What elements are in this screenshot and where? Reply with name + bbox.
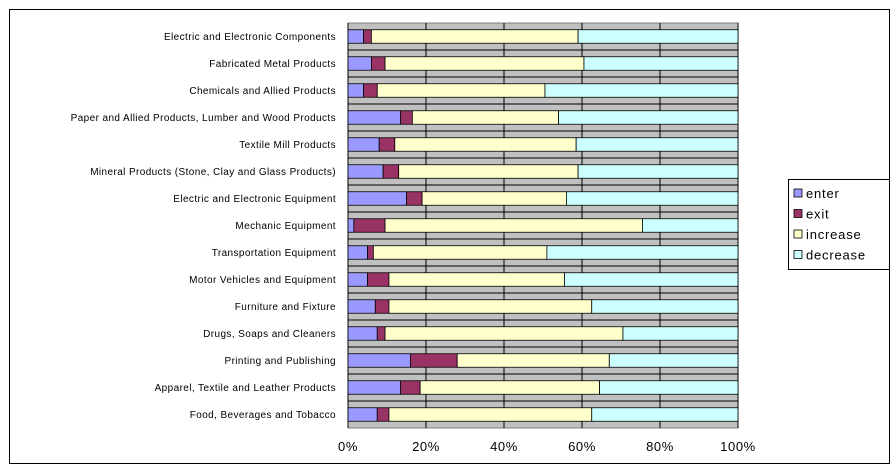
legend-swatch-increase	[793, 229, 803, 239]
x-tick-label: 40%	[490, 439, 518, 454]
bar-increase-apparel-textile-and-leather-products	[419, 380, 600, 395]
bar-enter-chemicals-and-allied-products	[347, 83, 365, 98]
bar-exit-mineral-products-stone-clay-and-glass-products	[382, 164, 400, 179]
bar-decrease-chemicals-and-allied-products	[544, 83, 739, 98]
bar-enter-electric-and-electronic-equipment	[347, 191, 407, 206]
bar-decrease-mineral-products-stone-clay-and-glass-products	[577, 164, 739, 179]
bar-decrease-furniture-and-fixture	[591, 299, 739, 314]
bar-enter-electric-and-electronic-components	[347, 29, 365, 44]
x-tick-labels: 0% 20% 40% 60% 80% 100%	[338, 439, 756, 454]
category-label: Printing and Publishing	[225, 356, 337, 367]
bar-enter-paper-and-allied-products-lumber-and-wood-products	[347, 110, 402, 125]
bar-increase-food-beverages-and-tobacco	[388, 407, 593, 422]
bar-increase-motor-vehicles-and-equipment	[388, 272, 565, 287]
bar-decrease-transportation-equipment	[546, 245, 739, 260]
bar-enter-printing-and-publishing	[347, 353, 411, 368]
bar-exit-electric-and-electronic-components	[363, 29, 372, 44]
bar-increase-printing-and-publishing	[456, 353, 610, 368]
bar-increase-electric-and-electronic-components	[370, 29, 579, 44]
bar-increase-chemicals-and-allied-products	[376, 83, 546, 98]
bar-exit-textile-mill-products	[378, 137, 396, 152]
x-tick-label: 20%	[412, 439, 440, 454]
bar-exit-furniture-and-fixture	[374, 299, 390, 314]
bar-exit-food-beverages-and-tobacco	[376, 407, 390, 422]
bar-increase-mechanic-equipment	[384, 218, 643, 233]
category-label: Chemicals and Allied Products	[189, 86, 336, 97]
bar-exit-mechanic-equipment	[353, 218, 386, 233]
x-tick-label: 60%	[568, 439, 596, 454]
category-labels: Electric and Electronic Components Fabric…	[71, 32, 336, 421]
category-label: Apparel, Textile and Leather Products	[155, 383, 336, 394]
category-label: Mechanic Equipment	[235, 221, 336, 232]
legend-label-increase: increase	[806, 227, 862, 242]
category-label: Transportation Equipment	[212, 248, 336, 259]
bar-enter-mechanic-equipment	[347, 218, 355, 233]
category-label: Electric and Electronic Equipment	[173, 194, 336, 205]
bar-enter-food-beverages-and-tobacco	[347, 407, 378, 422]
legend: enter exit increase decrease	[788, 179, 890, 270]
bar-increase-mineral-products-stone-clay-and-glass-products	[398, 164, 579, 179]
bar-exit-motor-vehicles-and-equipment	[367, 272, 390, 287]
bar-increase-transportation-equipment	[372, 245, 548, 260]
bar-exit-apparel-textile-and-leather-products	[400, 380, 421, 395]
bar-enter-fabricated-metal-products	[347, 56, 372, 71]
bar-decrease-paper-and-allied-products-lumber-and-wood-products	[558, 110, 739, 125]
bar-exit-paper-and-allied-products-lumber-and-wood-products	[400, 110, 413, 125]
bar-exit-fabricated-metal-products	[370, 56, 386, 71]
bars	[347, 29, 739, 422]
category-label: Drugs, Soaps and Cleaners	[203, 329, 336, 340]
bar-increase-furniture-and-fixture	[388, 299, 593, 314]
bar-decrease-fabricated-metal-products	[583, 56, 739, 71]
bar-increase-electric-and-electronic-equipment	[421, 191, 567, 206]
category-label: Electric and Electronic Components	[164, 32, 336, 43]
legend-swatch-enter	[793, 188, 803, 198]
bar-decrease-motor-vehicles-and-equipment	[564, 272, 739, 287]
bar-decrease-food-beverages-and-tobacco	[591, 407, 739, 422]
x-tick-label: 80%	[646, 439, 674, 454]
bar-exit-electric-and-electronic-equipment	[406, 191, 423, 206]
bar-increase-textile-mill-products	[394, 137, 577, 152]
bar-enter-furniture-and-fixture	[347, 299, 376, 314]
bar-decrease-electric-and-electronic-equipment	[566, 191, 739, 206]
legend-label-enter: enter	[806, 186, 840, 201]
bar-enter-transportation-equipment	[347, 245, 368, 260]
bar-exit-printing-and-publishing	[409, 353, 458, 368]
bar-decrease-textile-mill-products	[575, 137, 739, 152]
bar-decrease-drugs-soaps-and-cleaners	[622, 326, 739, 341]
x-tick-label: 0%	[338, 439, 358, 454]
bar-decrease-mechanic-equipment	[642, 218, 739, 233]
bar-enter-motor-vehicles-and-equipment	[347, 272, 368, 287]
bar-decrease-apparel-textile-and-leather-products	[599, 380, 739, 395]
category-label: Food, Beverages and Tobacco	[190, 410, 336, 421]
legend-label-decrease: decrease	[806, 248, 866, 263]
category-label: Furniture and Fixture	[235, 302, 336, 313]
legend-swatch-exit	[793, 209, 803, 218]
category-label: Mineral Products (Stone, Clay and Glass …	[90, 167, 336, 178]
bar-increase-fabricated-metal-products	[384, 56, 585, 71]
bar-increase-paper-and-allied-products-lumber-and-wood-products	[411, 110, 560, 125]
bar-enter-mineral-products-stone-clay-and-glass-products	[347, 164, 384, 179]
category-label: Fabricated Metal Products	[209, 59, 336, 70]
bar-exit-drugs-soaps-and-cleaners	[376, 326, 386, 341]
bar-exit-transportation-equipment	[367, 245, 374, 260]
bar-enter-textile-mill-products	[347, 137, 380, 152]
category-label: Textile Mill Products	[239, 140, 336, 151]
legend-box	[788, 179, 890, 270]
bar-increase-drugs-soaps-and-cleaners	[384, 326, 624, 341]
bar-enter-apparel-textile-and-leather-products	[347, 380, 402, 395]
bar-decrease-printing-and-publishing	[608, 353, 739, 368]
bar-enter-drugs-soaps-and-cleaners	[347, 326, 378, 341]
bar-decrease-electric-and-electronic-components	[577, 29, 739, 44]
x-tick-label: 100%	[720, 439, 756, 454]
category-label: Motor Vehicles and Equipment	[189, 275, 336, 286]
legend-swatch-decrease	[793, 250, 803, 259]
legend-label-exit: exit	[806, 207, 829, 222]
category-label: Paper and Allied Products, Lumber and Wo…	[71, 113, 336, 124]
bar-exit-chemicals-and-allied-products	[363, 83, 378, 98]
